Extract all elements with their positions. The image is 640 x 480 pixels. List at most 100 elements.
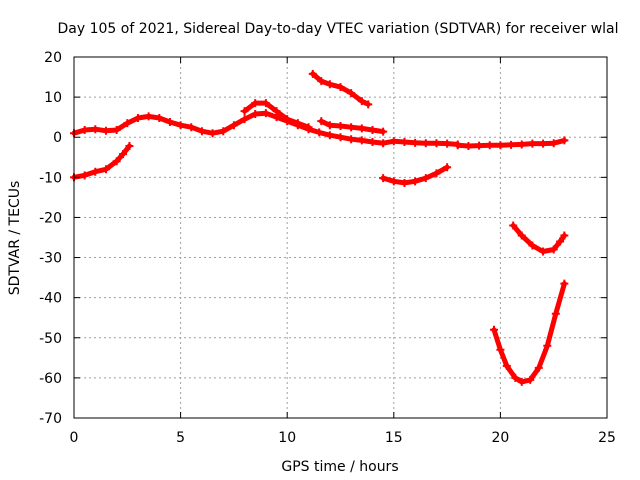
data-point <box>411 138 420 147</box>
data-point <box>357 124 366 133</box>
data-point <box>517 140 526 149</box>
data-point <box>511 373 520 382</box>
y-tick-label: -20 <box>39 210 62 226</box>
x-tick-label: 10 <box>278 430 296 446</box>
y-axis-label: SDTVAR / TECUs <box>7 181 23 296</box>
data-series <box>70 69 569 386</box>
data-point <box>91 125 100 134</box>
data-point <box>357 97 366 106</box>
y-tick-label: -70 <box>39 411 62 427</box>
data-point <box>208 129 217 138</box>
data-point <box>325 121 334 130</box>
data-point <box>364 100 373 109</box>
data-point <box>379 174 388 183</box>
data-point <box>464 142 473 151</box>
data-point <box>336 83 345 92</box>
data-point <box>507 140 516 149</box>
data-point <box>347 135 356 144</box>
data-point <box>125 142 134 151</box>
data-point <box>528 241 537 250</box>
data-point <box>119 150 128 159</box>
data-point <box>304 123 313 132</box>
y-tick-label: -30 <box>39 251 62 267</box>
data-point <box>101 126 110 135</box>
data-point <box>112 157 121 166</box>
data-point <box>317 77 326 86</box>
data-point <box>336 133 345 142</box>
data-point <box>251 99 260 108</box>
x-tick-label: 20 <box>491 430 509 446</box>
data-point <box>261 99 270 108</box>
y-tick-label: -40 <box>39 291 62 307</box>
data-point <box>165 117 174 126</box>
data-point <box>443 163 452 172</box>
data-point <box>155 113 164 122</box>
y-tick-label: 0 <box>53 130 62 146</box>
data-point <box>347 123 356 132</box>
data-point <box>400 178 409 187</box>
data-point <box>123 119 132 128</box>
data-point <box>272 107 281 116</box>
x-tick-label: 25 <box>598 430 616 446</box>
data-point <box>101 165 110 174</box>
data-point <box>528 139 537 148</box>
data-point <box>283 115 292 124</box>
data-point <box>453 141 462 150</box>
data-point <box>112 126 121 135</box>
data-point <box>551 309 560 318</box>
x-tick-label: 0 <box>70 430 79 446</box>
y-tick-labels: -70 -60 -50 -40 -30 -20 -10 0 10 20 <box>39 50 62 427</box>
data-point <box>219 127 228 136</box>
series-arc-9 <box>491 281 567 385</box>
data-point <box>197 127 206 136</box>
data-point <box>475 141 484 150</box>
data-point <box>325 131 334 140</box>
data-point <box>389 137 398 146</box>
data-point <box>251 109 260 118</box>
data-point <box>347 89 356 98</box>
data-point <box>368 126 377 135</box>
y-tick-label: -10 <box>39 170 62 186</box>
data-point <box>240 115 249 124</box>
series-arc-1 <box>71 110 461 147</box>
data-point <box>308 69 317 78</box>
data-point <box>534 363 543 372</box>
data-point <box>560 231 569 240</box>
plot-frame <box>73 56 608 419</box>
data-point <box>368 138 377 147</box>
data-point <box>539 139 548 148</box>
data-point <box>490 325 499 334</box>
data-point <box>526 375 535 384</box>
x-axis-label: GPS time / hours <box>281 459 398 475</box>
y-tick-label: 10 <box>44 90 62 106</box>
data-point <box>549 139 558 148</box>
data-point <box>261 109 270 118</box>
data-point <box>517 377 526 386</box>
data-point <box>502 361 511 370</box>
data-point <box>421 139 430 148</box>
data-point <box>229 121 238 130</box>
data-point <box>80 171 89 180</box>
data-point <box>539 247 548 256</box>
data-point <box>432 139 441 148</box>
data-point <box>91 167 100 176</box>
x-tick-label: 5 <box>176 430 185 446</box>
data-point <box>496 345 505 354</box>
data-point <box>240 107 249 116</box>
data-point <box>543 341 552 350</box>
data-point <box>389 177 398 186</box>
data-point <box>176 121 185 130</box>
data-point <box>187 123 196 132</box>
y-tick-label: -50 <box>39 331 62 347</box>
data-point <box>336 121 345 130</box>
data-point <box>556 237 565 246</box>
data-point <box>560 279 569 288</box>
data-point <box>325 80 334 89</box>
data-point <box>517 231 526 240</box>
x-tick-labels: 0 5 10 15 20 25 <box>70 430 616 446</box>
data-point <box>357 136 366 145</box>
data-point <box>379 127 388 136</box>
data-point <box>421 174 430 183</box>
chart-title: Day 105 of 2021, Sidereal Day-to-day VTE… <box>57 21 618 37</box>
